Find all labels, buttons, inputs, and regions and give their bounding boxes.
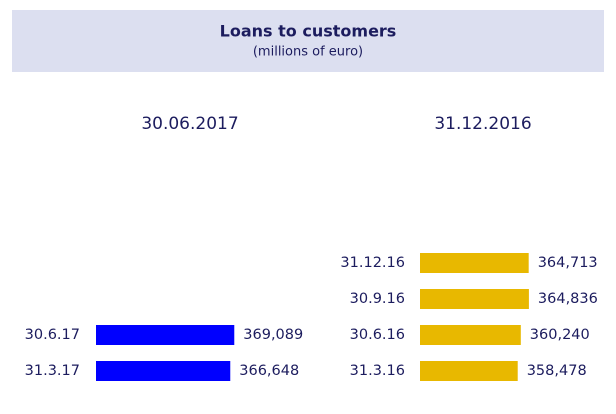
bar [96, 361, 231, 381]
value-label: 364,713 [538, 255, 598, 271]
value-label: 366,648 [239, 363, 299, 379]
category-label: 30.6.17 [25, 327, 80, 343]
value-label: 364,836 [538, 291, 598, 307]
bar [420, 289, 529, 309]
bar [420, 361, 518, 381]
panel-title: 31.12.2016 [434, 114, 531, 134]
value-label: 360,240 [530, 327, 590, 343]
value-label: 358,478 [527, 363, 587, 379]
category-label: 31.3.17 [25, 363, 80, 379]
header-subtitle: (millions of euro) [253, 45, 363, 60]
bar [96, 325, 235, 345]
bar [420, 253, 529, 273]
category-label: 31.12.16 [340, 255, 405, 271]
bar [420, 325, 521, 345]
panel-title: 30.06.2017 [141, 114, 238, 134]
header-band [12, 10, 604, 72]
value-label: 369,089 [243, 327, 303, 343]
header-title: Loans to customers [220, 22, 397, 41]
category-label: 30.6.16 [350, 327, 405, 343]
category-label: 30.9.16 [350, 291, 405, 307]
category-label: 31.3.16 [350, 363, 405, 379]
